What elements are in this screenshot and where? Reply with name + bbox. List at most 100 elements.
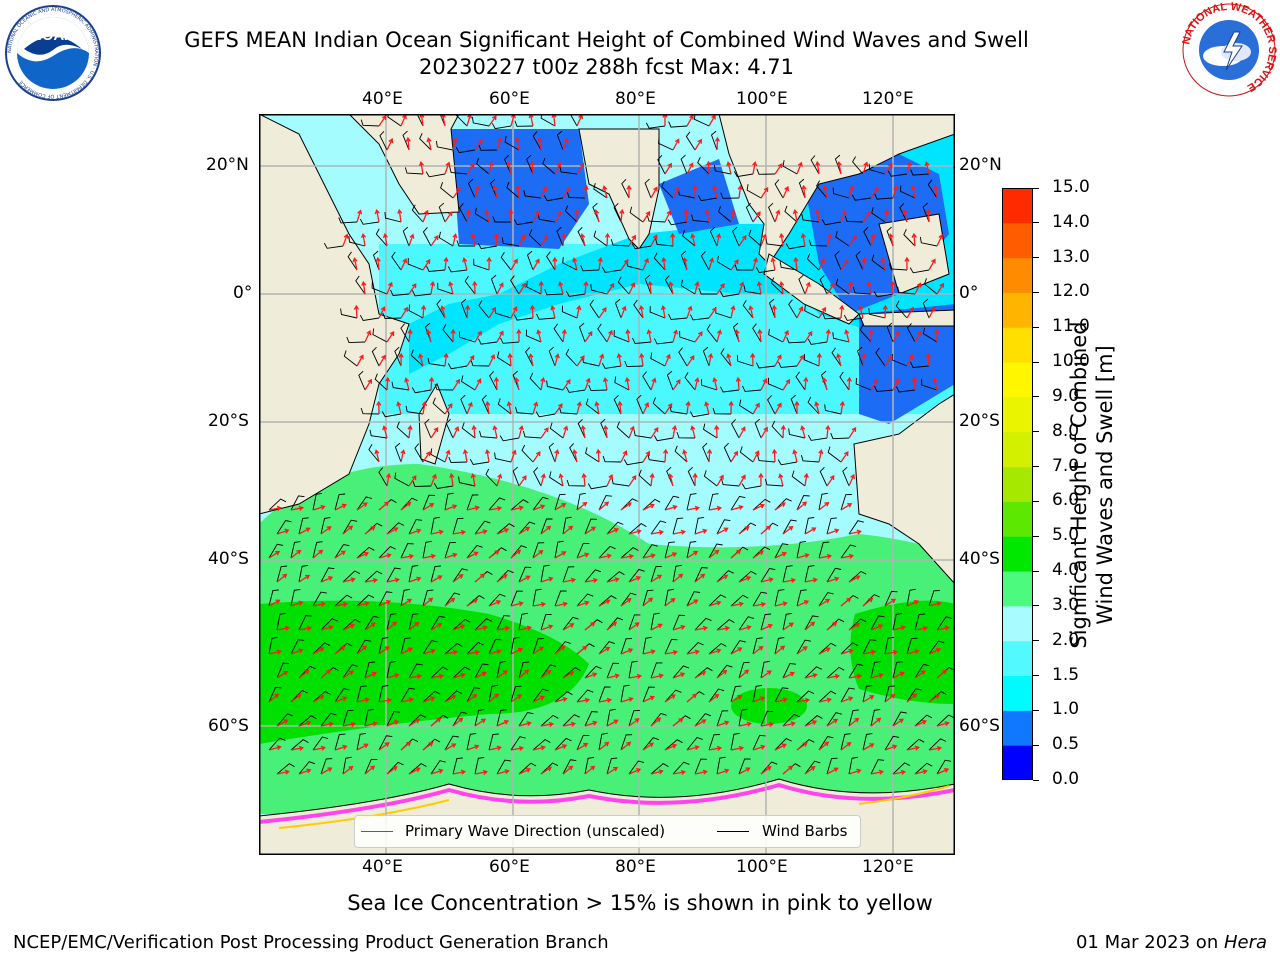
colorbar-segment bbox=[1002, 431, 1033, 468]
wind-barb bbox=[710, 130, 718, 151]
wind-barb bbox=[558, 406, 578, 415]
wind-barb bbox=[379, 130, 388, 151]
wind-barb bbox=[804, 666, 822, 679]
wave-arrow bbox=[529, 160, 535, 175]
wave-arrow bbox=[774, 502, 786, 511]
wind-barb bbox=[364, 708, 374, 727]
wind-barb bbox=[540, 518, 553, 535]
wind-barb bbox=[298, 517, 309, 535]
wind-barb bbox=[730, 594, 749, 607]
wave-arrow bbox=[268, 693, 280, 703]
wave-arrow bbox=[422, 209, 429, 223]
wind-barb bbox=[371, 346, 380, 367]
wind-barb bbox=[542, 157, 556, 175]
wave-arrow bbox=[884, 163, 893, 175]
wave-arrow bbox=[334, 645, 346, 655]
wind-barb bbox=[664, 588, 674, 607]
wind-barb bbox=[734, 264, 753, 271]
wind-barb bbox=[914, 714, 933, 727]
footer-machine: Hera bbox=[1223, 932, 1267, 953]
wave-arrow bbox=[848, 768, 862, 775]
wind-barb bbox=[795, 371, 806, 391]
wave-arrow bbox=[628, 622, 640, 631]
wind-barb bbox=[716, 710, 729, 727]
wind-barb bbox=[338, 217, 358, 224]
wave-arrow bbox=[356, 697, 370, 703]
wave-arrow bbox=[803, 376, 809, 391]
wave-arrow bbox=[730, 745, 745, 751]
wave-arrow bbox=[848, 622, 861, 631]
wave-arrow bbox=[378, 646, 390, 655]
wind-barb bbox=[478, 300, 490, 319]
wind-barb bbox=[764, 478, 784, 487]
wave-arrow bbox=[866, 281, 872, 295]
wind-barb bbox=[466, 733, 477, 751]
wind-barb bbox=[653, 338, 674, 345]
wave-arrow bbox=[386, 766, 398, 775]
colorbar-tick-label: 14.0 bbox=[1052, 211, 1090, 232]
wave-arrow bbox=[752, 601, 767, 607]
wave-arrow bbox=[822, 377, 828, 391]
footer-credit: NCEP/EMC/Verification Post Processing Pr… bbox=[13, 932, 609, 953]
wind-barb bbox=[862, 733, 873, 751]
wind-barb bbox=[496, 569, 514, 583]
wind-barb bbox=[440, 182, 454, 199]
wind-barb bbox=[455, 147, 476, 154]
wave-arrow bbox=[352, 257, 358, 271]
wind-barb bbox=[298, 564, 309, 583]
wind-barb bbox=[628, 760, 645, 775]
wave-arrow bbox=[400, 306, 408, 319]
wind-barb bbox=[381, 411, 402, 418]
wave-arrow bbox=[430, 717, 442, 727]
wave-arrow bbox=[793, 256, 799, 271]
wave-arrow bbox=[276, 719, 289, 727]
wave-arrow bbox=[430, 673, 445, 679]
wind-barb bbox=[826, 666, 845, 679]
wind-barb bbox=[510, 590, 523, 607]
wave-arrow bbox=[826, 233, 833, 247]
wind-barb bbox=[664, 739, 683, 751]
wind-barb bbox=[430, 760, 446, 775]
wave-arrow bbox=[496, 574, 508, 583]
wave-arrow bbox=[408, 767, 421, 775]
wind-barb bbox=[770, 277, 784, 295]
wind-barb bbox=[540, 714, 559, 727]
wind-barb bbox=[868, 308, 886, 319]
wave-arrow bbox=[598, 741, 610, 751]
wind-barb bbox=[375, 228, 388, 247]
wind-barb bbox=[738, 570, 757, 583]
wave-arrow bbox=[617, 400, 623, 415]
wind-barb bbox=[906, 738, 925, 751]
wind-barb bbox=[532, 638, 545, 655]
wind-barb bbox=[871, 254, 886, 271]
wind-barb bbox=[532, 688, 549, 703]
wave-arrow bbox=[386, 672, 400, 679]
wind-barb bbox=[668, 313, 688, 320]
wave-arrow bbox=[606, 673, 620, 679]
wave-arrow bbox=[466, 401, 473, 415]
wind-barb bbox=[719, 291, 740, 298]
wave-arrow bbox=[364, 525, 376, 535]
wind-barb bbox=[378, 637, 389, 655]
wind-barb bbox=[369, 429, 388, 439]
wind-barb bbox=[400, 687, 416, 703]
wind-barb bbox=[562, 616, 579, 631]
wave-arrow bbox=[444, 161, 451, 175]
wave-arrow bbox=[356, 551, 370, 559]
wind-barb bbox=[633, 299, 644, 319]
wave-arrow bbox=[726, 161, 732, 175]
wind-barb bbox=[526, 280, 542, 295]
wave-arrow bbox=[496, 769, 510, 775]
wind-barb bbox=[334, 543, 350, 559]
wave-arrow bbox=[398, 352, 404, 367]
left-lat-label: 40°S bbox=[208, 549, 249, 569]
wave-arrow bbox=[686, 599, 699, 607]
wave-arrow bbox=[782, 765, 794, 775]
wind-barb bbox=[556, 226, 564, 247]
wind-barb bbox=[408, 763, 427, 775]
wave-arrow bbox=[716, 283, 725, 295]
wave-arrow bbox=[576, 697, 591, 703]
wind-barb bbox=[855, 377, 872, 391]
wind-barb bbox=[368, 444, 380, 463]
wave-arrow bbox=[474, 529, 488, 535]
